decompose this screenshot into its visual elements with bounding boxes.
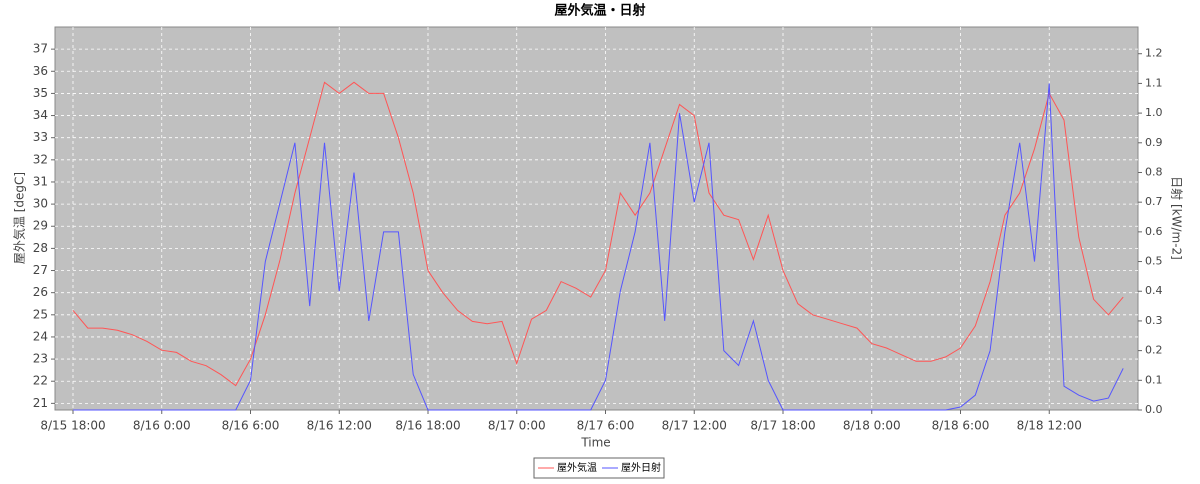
x-tick-label: 8/16 12:00	[307, 419, 372, 433]
y-tick-label: 35	[33, 86, 48, 100]
y2-tick-label: 1.2	[1145, 47, 1163, 60]
x-axis-label: Time	[580, 436, 610, 450]
x-tick-label: 8/15 18:00	[40, 419, 105, 433]
y2-tick-label: 1.1	[1145, 76, 1163, 89]
x-tick-label: 8/17 0:00	[488, 419, 546, 433]
x-tick-label: 8/17 12:00	[662, 419, 727, 433]
y-tick-label: 37	[33, 42, 48, 56]
y2-tick-label: 0.9	[1145, 136, 1163, 149]
y2-tick-label: 0.7	[1145, 195, 1163, 208]
y-tick-label: 30	[33, 197, 48, 211]
chart-title: 屋外気温・日射	[554, 3, 645, 19]
x-tick-label: 8/18 6:00	[932, 419, 990, 433]
y-tick-label: 22	[33, 374, 48, 388]
y2-tick-label: 0.8	[1145, 165, 1163, 178]
y-tick-label: 33	[33, 130, 48, 144]
x-tick-label: 8/18 12:00	[1017, 419, 1082, 433]
y2-tick-label: 0.5	[1145, 255, 1163, 268]
x-tick-label: 8/17 6:00	[577, 419, 635, 433]
y-axis-label: 屋外気温 [degC]	[12, 172, 27, 264]
y-tick-label: 36	[33, 64, 48, 78]
x-tick-label: 8/17 18:00	[750, 419, 815, 433]
x-tick-label: 8/16 0:00	[133, 419, 191, 433]
y2-tick-label: 0.3	[1145, 314, 1163, 327]
y-tick-label: 25	[33, 307, 48, 321]
y2-tick-label: 0.0	[1145, 403, 1163, 416]
y-tick-label: 23	[33, 352, 48, 366]
legend	[533, 457, 665, 479]
y2-tick-label: 0.6	[1145, 225, 1163, 238]
y-tick-label: 28	[33, 241, 48, 255]
plot-area	[54, 26, 1139, 411]
y-tick-label: 29	[33, 219, 48, 233]
y2-tick-label: 0.1	[1145, 373, 1163, 386]
x-tick-label: 8/16 6:00	[222, 419, 280, 433]
legend-label: 屋外気温	[557, 461, 597, 474]
x-tick-label: 8/18 0:00	[843, 419, 901, 433]
y-tick-label: 21	[33, 396, 48, 410]
y-tick-label: 34	[33, 108, 48, 122]
y-tick-label: 32	[33, 152, 48, 166]
y-tick-label: 31	[33, 174, 48, 188]
y2-tick-label: 0.2	[1145, 344, 1163, 357]
y2-axis-label: 日射 [kW/m-2]	[1170, 176, 1185, 260]
y2-tick-label: 1.0	[1145, 106, 1163, 119]
y-tick-label: 26	[33, 285, 48, 299]
series-line	[72, 81, 1124, 387]
x-tick-label: 8/16 18:00	[395, 419, 460, 433]
legend-label: 屋外日射	[621, 462, 661, 474]
y-tick-label: 27	[33, 263, 48, 277]
y2-tick-label: 0.4	[1145, 284, 1163, 297]
y-tick-label: 24	[33, 329, 48, 343]
series-line	[73, 83, 1124, 411]
